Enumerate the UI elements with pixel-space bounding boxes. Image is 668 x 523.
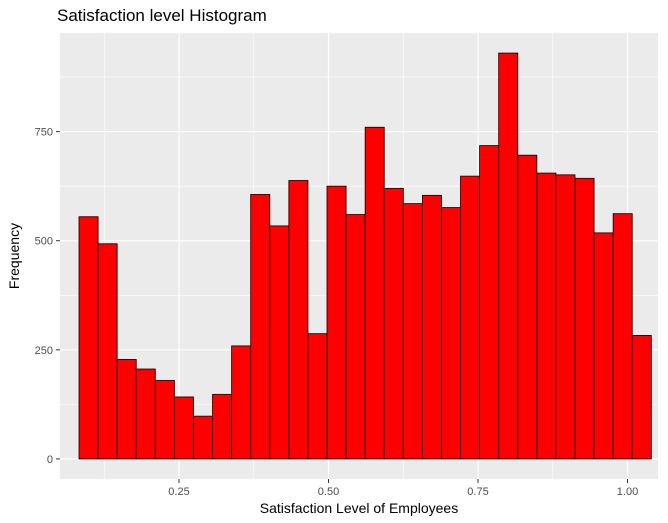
histogram-bar: [327, 186, 346, 459]
histogram-bar: [308, 334, 327, 459]
y-axis-title: Frequency: [6, 223, 22, 289]
histogram-bar: [518, 155, 537, 459]
histogram-bar: [251, 194, 270, 458]
y-tick-label: 0: [47, 454, 53, 466]
histogram-bar: [613, 214, 632, 459]
y-axis: 0 250 500 750: [35, 127, 60, 466]
histogram-bar: [480, 146, 499, 459]
x-axis: 0.25 0.50 0.75 1.00: [168, 479, 638, 498]
y-tick-label: 500: [35, 236, 53, 248]
histogram-bar: [79, 217, 98, 459]
histogram-bar: [403, 204, 422, 459]
histogram-bar: [594, 233, 613, 459]
histogram-bar: [232, 346, 251, 459]
histogram-bar: [213, 394, 232, 459]
histogram-bar: [117, 359, 136, 458]
histogram-bar: [461, 176, 480, 459]
x-axis-title: Satisfaction Level of Employees: [260, 500, 458, 516]
histogram-bar: [632, 335, 651, 459]
histogram-bar: [365, 127, 384, 459]
histogram-bar: [575, 178, 594, 459]
histogram-bar: [537, 173, 556, 459]
histogram-bar: [174, 397, 193, 459]
histogram-bar: [136, 369, 155, 459]
histogram-bar: [384, 188, 403, 459]
histogram-bar: [193, 416, 212, 459]
histogram-bar: [270, 226, 289, 459]
histogram-bar: [556, 175, 575, 459]
x-tick-label: 0.75: [467, 486, 488, 498]
x-tick-label: 1.00: [617, 486, 638, 498]
histogram-bar: [499, 53, 518, 459]
y-tick-label: 750: [35, 127, 53, 139]
histogram-bar: [155, 380, 174, 459]
histogram-bar: [98, 244, 117, 459]
y-tick-label: 250: [35, 345, 53, 357]
histogram-bar: [346, 215, 365, 459]
histogram-bar: [289, 181, 308, 459]
x-tick-label: 0.25: [168, 486, 189, 498]
histogram-bar: [441, 208, 460, 459]
x-tick-label: 0.50: [318, 486, 339, 498]
histogram-bar: [422, 195, 441, 459]
